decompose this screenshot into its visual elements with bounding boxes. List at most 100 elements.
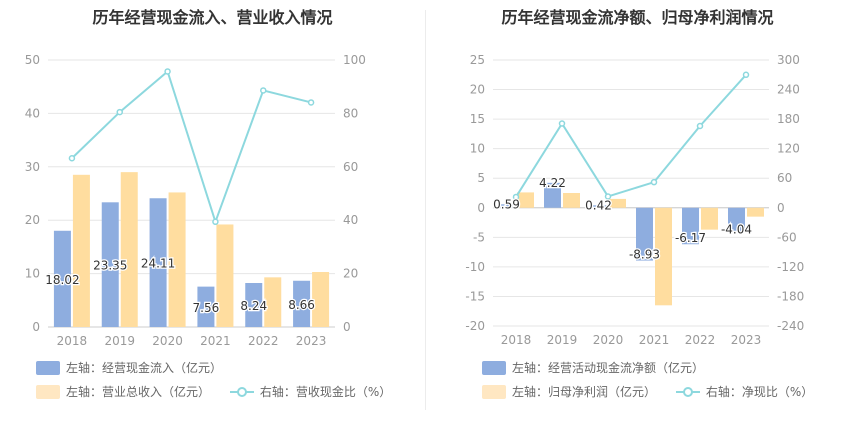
bar (293, 280, 311, 327)
legend-swatch-revenue (36, 385, 60, 399)
y-tick-label: -20 (465, 319, 485, 333)
bar (701, 207, 718, 230)
y2-tick-label: 80 (343, 106, 358, 120)
x-tick-label: 2021 (200, 334, 231, 348)
y-tick-label: 20 (470, 83, 485, 97)
data-label: 24.11 (141, 257, 175, 271)
legend-line-icon (229, 387, 254, 397)
x-tick-label: 2022 (685, 333, 716, 347)
y2-tick-label: -240 (777, 319, 804, 333)
y2-tick-label: 240 (777, 83, 800, 97)
legend-swatch-cash-inflow (36, 361, 60, 375)
line-point (164, 68, 171, 75)
line-point (604, 193, 612, 200)
chart-svg-net-cash: -20 -15 -10 -5 0 5 10 15 20 25 -240 -180 -120 -60 0 60 1… (465, 53, 804, 347)
data-label: 0.42 (585, 198, 612, 212)
x-tick-label: 2020 (593, 333, 624, 347)
legend-item-cash-ratio[interactable]: 右轴：营收现金比（%） (229, 384, 392, 400)
x-tick-label: 2023 (296, 334, 327, 348)
legend-row-2: 左轴：营业总收入（亿元） 右轴：营收现金比（%） (36, 384, 407, 400)
y-tick-label: 40 (25, 106, 40, 120)
legend-label: 左轴：经营现金流入（亿元） (66, 361, 223, 375)
bar (747, 207, 764, 217)
line-point (558, 120, 566, 127)
y2-tick-label: 0 (343, 320, 351, 334)
legend-line-icon (675, 387, 700, 397)
legend-item-net-cash-flow[interactable]: 左轴：经营活动现金流净额（亿元） (482, 360, 704, 376)
legend-swatch-net-profit (482, 385, 506, 399)
data-label: 18.02 (45, 273, 79, 287)
bar (120, 172, 138, 327)
line-point (512, 193, 520, 201)
line-point (116, 108, 123, 116)
bar (544, 182, 561, 208)
bar (245, 282, 263, 327)
y-tick-label: 15 (470, 112, 485, 126)
bar (655, 207, 672, 306)
x-tick-label: 2019 (104, 334, 135, 348)
bar (101, 202, 119, 327)
y2-tick-label: 180 (777, 112, 800, 126)
panel-divider (425, 10, 426, 410)
bar (498, 204, 515, 208)
line-series (515, 74, 747, 198)
data-label: 8.24 (240, 299, 267, 313)
y-tick-label: -10 (465, 260, 485, 274)
legend-item-cash-inflow[interactable]: 左轴：经营现金流入（亿元） (36, 360, 222, 376)
y-tick-label: 0 (477, 201, 485, 215)
bar (53, 230, 71, 327)
data-label: 7.56 (193, 301, 220, 315)
bar (72, 174, 90, 327)
chart-title: 历年经营现金流净额、归母净利润情况 (501, 8, 774, 27)
chart-svg-cash-inflow: 0 10 20 30 40 50 0 20 40 60 80 100 2018 2019 2020 2021 2… (25, 53, 366, 348)
y-tick-label: 30 (25, 160, 40, 174)
legend-swatch-net-cash-flow (482, 361, 506, 375)
y-tick-label: 20 (25, 213, 40, 227)
data-label: 0.59 (493, 197, 520, 211)
legend-row-2: 左轴：归母净利润（亿元） 右轴：净现比（%） (482, 384, 829, 400)
line-point (650, 178, 658, 186)
x-tick-label: 2020 (152, 334, 183, 348)
y2-tick-label: -180 (777, 289, 804, 303)
chart-panel-net-cash: 历年经营现金流净额、归母净利润情况 -20 -15 -10 -5 0 5 10 15 20 25-… (425, 0, 850, 436)
legend-item-net-cash-ratio[interactable]: 右轴：净现比（%） (675, 384, 813, 400)
data-label: -6.17 (675, 231, 706, 245)
legend-label: 右轴：营收现金比（%） (259, 385, 392, 399)
x-tick-label: 2019 (547, 333, 578, 347)
bar (682, 207, 699, 245)
line-point (742, 71, 750, 79)
bar (636, 207, 653, 261)
bar (563, 193, 580, 208)
bar (590, 205, 607, 208)
x-tick-label: 2022 (248, 334, 279, 348)
data-label: 4.22 (539, 176, 566, 190)
data-label: 23.35 (93, 259, 127, 273)
legend-item-net-profit[interactable]: 左轴：归母净利润（亿元） (482, 384, 656, 400)
y-tick-label: 25 (470, 53, 485, 67)
bar (609, 198, 626, 208)
y-tick-label: -5 (473, 230, 485, 244)
x-tick-label: 2018 (501, 333, 532, 347)
bar (728, 207, 745, 232)
line-point (696, 122, 704, 130)
legend-label: 左轴：营业总收入（亿元） (66, 385, 211, 399)
data-label: -4.04 (721, 223, 752, 237)
legend-label: 左轴：归母净利润（亿元） (512, 385, 657, 399)
y2-tick-label: 100 (343, 53, 366, 67)
y2-tick-label: 60 (777, 171, 792, 185)
legend-item-revenue[interactable]: 左轴：营业总收入（亿元） (36, 384, 210, 400)
y2-tick-label: -60 (777, 230, 797, 244)
data-label: -8.93 (629, 248, 660, 262)
y-tick-label: 10 (25, 267, 40, 281)
bar (264, 277, 282, 327)
legend-row-1: 左轴：经营现金流入（亿元） (36, 360, 238, 376)
y2-tick-label: 300 (777, 53, 800, 67)
y-tick-label: 0 (32, 320, 40, 334)
bar (312, 271, 330, 327)
x-tick-label: 2023 (731, 333, 762, 347)
y-tick-label: 5 (477, 171, 485, 185)
line-point (68, 155, 76, 162)
chart-title: 历年经营现金流入、营业收入情况 (92, 8, 333, 27)
y2-tick-label: 60 (343, 160, 358, 174)
y2-tick-label: -120 (777, 260, 804, 274)
